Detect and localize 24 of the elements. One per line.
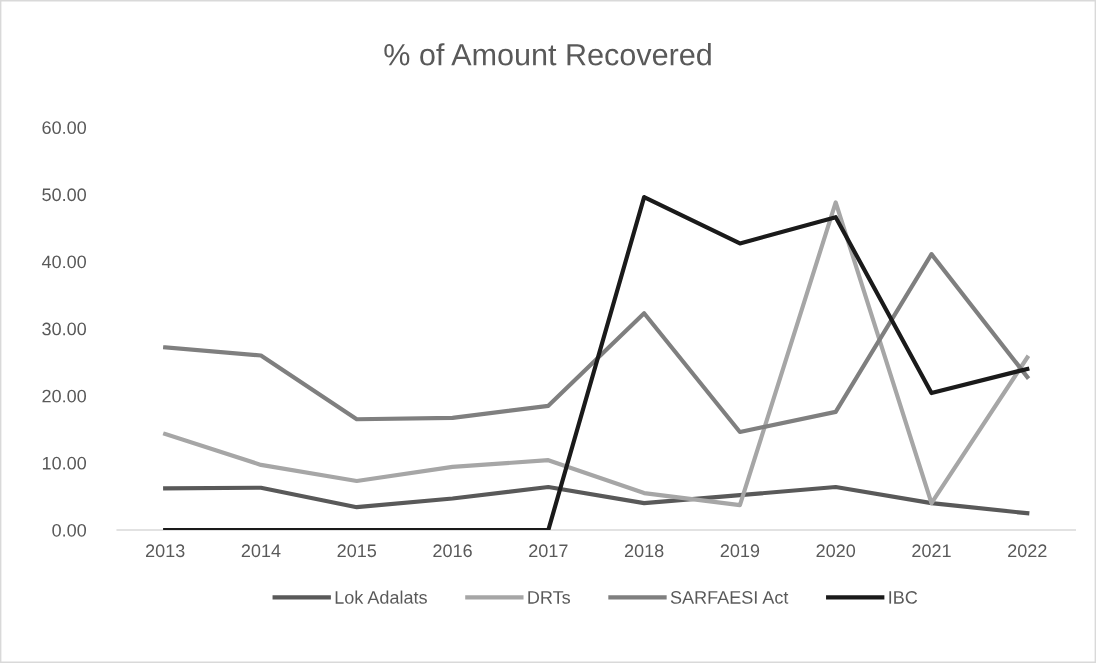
x-tick-label: 2021 (912, 544, 951, 558)
y-tick-label: 30.00 (42, 322, 87, 336)
x-tick-label: 2020 (816, 544, 856, 558)
x-tick-label: 2017 (529, 544, 568, 558)
y-tick-label: 40.00 (41, 255, 87, 269)
x-tick-label: 2022 (1008, 544, 1047, 558)
x-tick-label: 2014 (241, 544, 281, 558)
y-tick-label: 20.00 (42, 389, 87, 403)
x-tick-label: 2016 (433, 544, 472, 558)
y-tick-label: 60.00 (42, 121, 87, 135)
legend-label: IBC (889, 591, 918, 604)
x-tick-label: 2019 (720, 544, 760, 558)
line-series (163, 252, 1030, 435)
legend-label: Lok Adalats (335, 590, 427, 604)
y-tick-label: 10.00 (42, 456, 87, 470)
line-series (163, 484, 1030, 516)
y-tick-label: 0.00 (52, 523, 87, 537)
y-tick-label: 50.00 (42, 188, 87, 202)
x-tick-label: 2013 (145, 544, 185, 558)
x-tick-label: 2015 (337, 544, 377, 558)
chart-title: % of Amount Recovered (384, 43, 711, 66)
x-tick-label: 2018 (624, 544, 664, 558)
legend-label: SARFAESI Act (670, 591, 789, 604)
legend-label: DRTs (528, 591, 571, 604)
